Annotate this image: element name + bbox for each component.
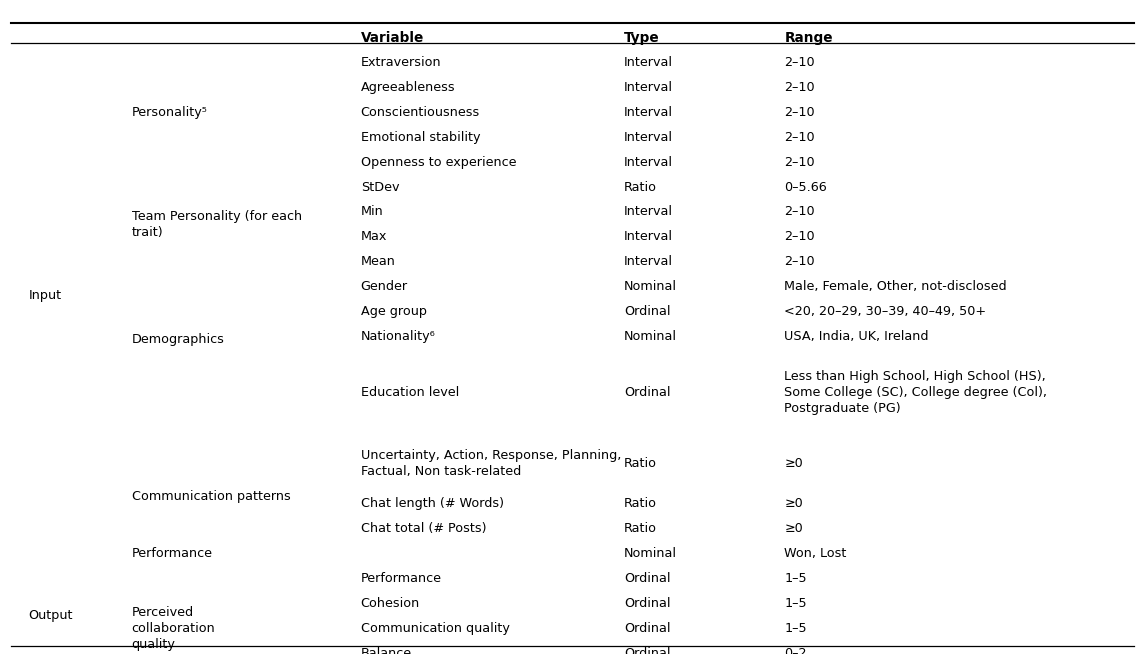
Text: Nominal: Nominal <box>624 547 677 560</box>
Text: Less than High School, High School (HS),
Some College (SC), College degree (Col): Less than High School, High School (HS),… <box>784 370 1048 415</box>
Text: <20, 20–29, 30–39, 40–49, 50+: <20, 20–29, 30–39, 40–49, 50+ <box>784 305 987 318</box>
Text: Won, Lost: Won, Lost <box>784 547 846 560</box>
Text: 2–10: 2–10 <box>784 81 815 94</box>
Text: 2–10: 2–10 <box>784 205 815 218</box>
Text: ≥0: ≥0 <box>784 457 803 470</box>
Text: 1–5: 1–5 <box>784 597 807 610</box>
Text: Nationality⁶: Nationality⁶ <box>361 330 435 343</box>
Text: Education level: Education level <box>361 386 459 398</box>
Text: Openness to experience: Openness to experience <box>361 156 516 169</box>
Text: Balance: Balance <box>361 647 412 654</box>
Text: 2–10: 2–10 <box>784 255 815 268</box>
Text: Personality⁵: Personality⁵ <box>132 106 207 119</box>
Text: Cohesion: Cohesion <box>361 597 420 610</box>
Text: Min: Min <box>361 205 384 218</box>
Text: Interval: Interval <box>624 230 673 243</box>
Text: Ordinal: Ordinal <box>624 386 671 398</box>
Text: Interval: Interval <box>624 255 673 268</box>
Text: Agreeableness: Agreeableness <box>361 81 456 94</box>
Text: Ordinal: Ordinal <box>624 597 671 610</box>
Text: ≥0: ≥0 <box>784 523 803 535</box>
Text: Extraversion: Extraversion <box>361 56 441 69</box>
Text: Range: Range <box>784 31 832 45</box>
Text: Interval: Interval <box>624 81 673 94</box>
Text: Team Personality (for each
trait): Team Personality (for each trait) <box>132 210 302 239</box>
Text: 2–10: 2–10 <box>784 230 815 243</box>
Text: 2–10: 2–10 <box>784 106 815 119</box>
Text: Performance: Performance <box>132 547 213 560</box>
Text: 0–2: 0–2 <box>784 647 807 654</box>
Text: Conscientiousness: Conscientiousness <box>361 106 480 119</box>
Text: Nominal: Nominal <box>624 280 677 293</box>
Text: Variable: Variable <box>361 31 424 45</box>
Text: StDev: StDev <box>361 181 400 194</box>
Text: Emotional stability: Emotional stability <box>361 131 480 144</box>
Text: Gender: Gender <box>361 280 408 293</box>
Text: Communication quality: Communication quality <box>361 622 510 634</box>
Text: Mean: Mean <box>361 255 395 268</box>
Text: Ordinal: Ordinal <box>624 572 671 585</box>
Text: ≥0: ≥0 <box>784 498 803 510</box>
Text: Type: Type <box>624 31 660 45</box>
Text: Ordinal: Ordinal <box>624 622 671 634</box>
Text: Ordinal: Ordinal <box>624 305 671 318</box>
Text: Ratio: Ratio <box>624 523 657 535</box>
Text: Interval: Interval <box>624 106 673 119</box>
Text: Interval: Interval <box>624 56 673 69</box>
Text: 2–10: 2–10 <box>784 156 815 169</box>
Text: Interval: Interval <box>624 156 673 169</box>
Text: Age group: Age group <box>361 305 427 318</box>
Text: 1–5: 1–5 <box>784 622 807 634</box>
Text: Chat total (# Posts): Chat total (# Posts) <box>361 523 487 535</box>
Text: Interval: Interval <box>624 131 673 144</box>
Text: Demographics: Demographics <box>132 333 224 346</box>
Text: USA, India, UK, Ireland: USA, India, UK, Ireland <box>784 330 929 343</box>
Text: Input: Input <box>29 289 62 302</box>
Text: Perceived
collaboration
quality: Perceived collaboration quality <box>132 606 215 651</box>
Text: 0–5.66: 0–5.66 <box>784 181 827 194</box>
Text: Chat length (# Words): Chat length (# Words) <box>361 498 504 510</box>
Text: Max: Max <box>361 230 387 243</box>
Text: Output: Output <box>29 610 73 622</box>
Text: 2–10: 2–10 <box>784 131 815 144</box>
Text: Ratio: Ratio <box>624 181 657 194</box>
Text: Communication patterns: Communication patterns <box>132 490 291 503</box>
Text: Uncertainty, Action, Response, Planning,
Factual, Non task-related: Uncertainty, Action, Response, Planning,… <box>361 449 621 478</box>
Text: Ordinal: Ordinal <box>624 647 671 654</box>
Text: 1–5: 1–5 <box>784 572 807 585</box>
Text: 2–10: 2–10 <box>784 56 815 69</box>
Text: Ratio: Ratio <box>624 498 657 510</box>
Text: Ratio: Ratio <box>624 457 657 470</box>
Text: Male, Female, Other, not-disclosed: Male, Female, Other, not-disclosed <box>784 280 1006 293</box>
Text: Performance: Performance <box>361 572 442 585</box>
Text: Interval: Interval <box>624 205 673 218</box>
Text: Nominal: Nominal <box>624 330 677 343</box>
